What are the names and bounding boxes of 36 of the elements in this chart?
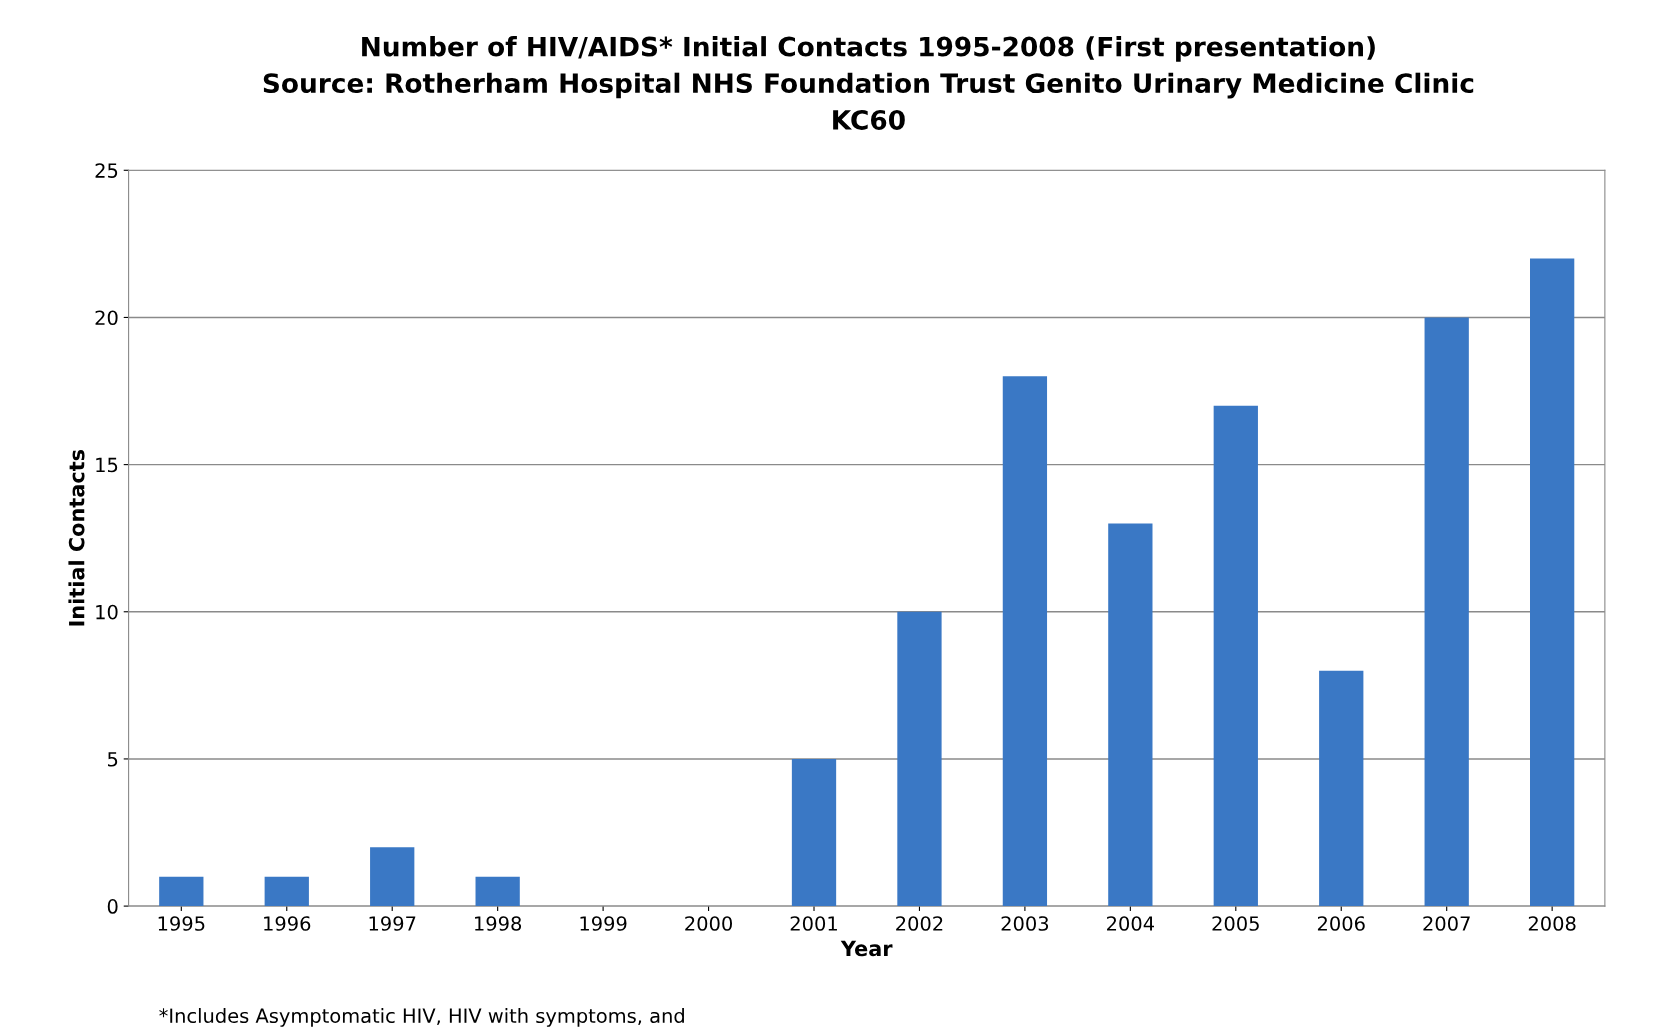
chart-title: Number of HIV/AIDS* Initial Contacts 1995-2008 (First presentation) Source: Rotherham Hospital NHS Foundation Trust Genito Urinary Medicine Clinic KC60	[263, 36, 1474, 130]
x-tick-label: 1998	[475, 916, 522, 931]
bar	[1002, 376, 1048, 907]
bar	[370, 847, 415, 907]
bar	[791, 758, 837, 907]
y-tick-label: 20	[95, 310, 118, 326]
bar	[1319, 670, 1364, 907]
bar	[475, 876, 520, 907]
y-tick-label: 15	[96, 457, 118, 473]
x-tick-label: 1995	[158, 916, 205, 931]
y-tick-label: 10	[96, 604, 118, 620]
x-tick-label: 2006	[1317, 916, 1365, 931]
x-tick-label: 2000	[685, 916, 733, 931]
x-tick-label: 2003	[1001, 916, 1049, 931]
x-tick-label: 2004	[1107, 916, 1154, 931]
bar	[1424, 317, 1469, 907]
bar	[897, 611, 942, 907]
text: *Includes Asymptomatic HIV, HIV with symptoms, and	[159, 1008, 684, 1027]
x-tick-label: 2007	[1423, 916, 1470, 931]
x-tick-label: 1996	[264, 916, 311, 931]
x-tick-label: 1997	[369, 916, 416, 931]
x-tick-label: 2008	[1528, 916, 1576, 931]
y-tick-label: 5	[108, 752, 118, 767]
bar	[1213, 405, 1258, 907]
x-tick-label: 2005	[1212, 916, 1259, 931]
x-tick-label: 2002	[896, 916, 943, 931]
y-tick-label: 0	[107, 899, 118, 914]
y-axis-title: Initial Contacts	[68, 449, 85, 626]
bar	[264, 876, 309, 907]
y-tick-label: 25	[95, 163, 118, 178]
x-tick-label: 2001	[790, 916, 837, 931]
x-axis-title: Year	[840, 940, 893, 957]
bar	[1108, 523, 1153, 907]
x-tick-label: 1999	[580, 916, 627, 931]
bar	[159, 876, 204, 907]
bar	[1530, 258, 1575, 907]
